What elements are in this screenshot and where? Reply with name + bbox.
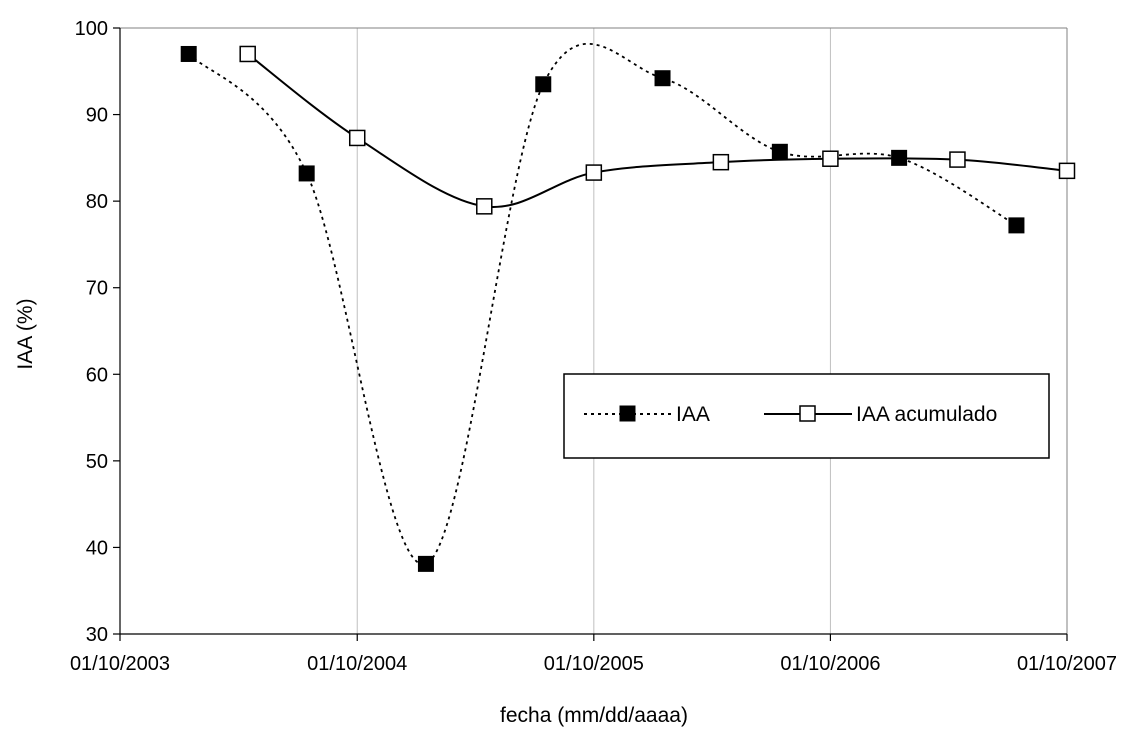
y-tick-label: 90 [86,105,108,127]
series-line-iaa-acumulado [247,53,1068,209]
data-point-iaa [417,555,434,572]
legend-label-iaa: IAA [676,403,710,426]
data-point-iaa-acumulado [712,153,730,171]
y-tick-label: 60 [86,364,108,386]
y-tick-label: 40 [86,537,108,559]
series-layer [180,43,1076,572]
x-tick-label: 01/10/2003 [70,653,170,675]
x-tick-label: 01/10/2004 [307,653,407,675]
data-point-iaa [1008,217,1025,234]
data-point-iaa-acumulado [949,151,966,168]
data-point-iaa-acumulado [476,198,493,215]
data-point-iaa-acumulado [822,150,839,167]
data-point-iaa-acumulado [1058,162,1076,180]
legend: IAA IAA acumulado [563,373,1050,459]
y-tick-label: 80 [86,191,108,213]
data-point-iaa [654,70,671,87]
data-point-iaa-acumulado [348,129,366,147]
legend-label-iaa-acumulado: IAA acumulado [856,403,997,426]
y-tick-label: 50 [86,451,108,473]
x-axis-title: fecha (mm/dd/aaaa) [500,704,688,727]
y-tick-label: 100 [75,18,108,40]
legend-swatch-acum-marker [799,405,816,422]
legend-swatch-iaa-marker [619,405,636,422]
data-point-iaa [298,165,315,182]
y-tick-label: 70 [86,278,108,300]
axes [113,27,1068,641]
data-point-iaa [180,45,197,62]
data-point-iaa-acumulado [585,164,603,181]
x-tick-label: 01/10/2006 [780,653,880,675]
y-axis-title: IAA (%) [14,298,37,369]
data-point-iaa-acumulado [239,45,256,63]
x-tick-label: 01/10/2005 [544,653,644,675]
tick-labels: 01/10/2003 01/10/2004 01/10/2005 01/10/2006… [70,18,1117,675]
series-line-iaa [188,43,1017,565]
x-tick-label: 01/10/2007 [1017,653,1117,675]
y-tick-label: 30 [86,624,108,646]
data-point-iaa [771,143,788,160]
data-point-iaa [535,76,552,93]
